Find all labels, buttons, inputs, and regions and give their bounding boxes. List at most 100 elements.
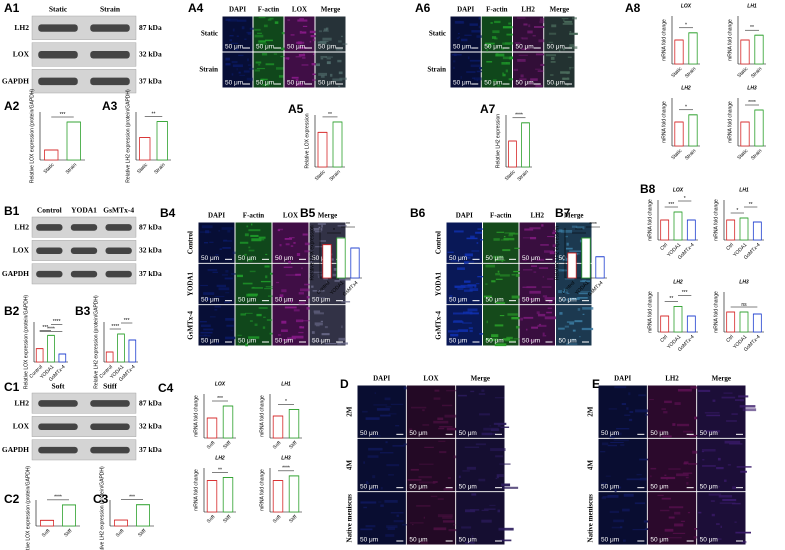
texture bbox=[484, 508, 496, 510]
texture bbox=[218, 287, 230, 291]
texture bbox=[469, 59, 481, 62]
texture bbox=[265, 275, 268, 279]
channel-label: Merge bbox=[318, 212, 337, 220]
texture bbox=[303, 53, 305, 55]
texture bbox=[225, 270, 229, 273]
texture bbox=[476, 242, 479, 245]
texture bbox=[254, 69, 260, 72]
bar bbox=[322, 244, 332, 279]
texture bbox=[467, 261, 475, 263]
texture bbox=[464, 285, 473, 289]
stain bbox=[519, 263, 555, 305]
texture bbox=[639, 458, 653, 461]
texture bbox=[433, 481, 438, 483]
texture bbox=[299, 288, 311, 292]
texture bbox=[525, 328, 528, 331]
texture bbox=[442, 404, 453, 407]
texture bbox=[511, 273, 516, 276]
texture bbox=[285, 57, 290, 60]
texture bbox=[491, 280, 496, 283]
texture bbox=[686, 481, 689, 485]
texture bbox=[326, 281, 328, 284]
texture bbox=[281, 329, 288, 332]
texture bbox=[613, 439, 629, 442]
texture bbox=[483, 295, 492, 298]
scale-bar-label: 50 μm bbox=[522, 255, 540, 262]
texture bbox=[320, 320, 323, 322]
row-label: Static bbox=[201, 30, 218, 38]
texture bbox=[579, 336, 581, 338]
y-axis-label: Relative LH2 expression (protein/GAPDH) bbox=[99, 466, 105, 550]
texture bbox=[238, 54, 244, 57]
texture bbox=[621, 403, 627, 406]
texture bbox=[628, 418, 633, 422]
texture bbox=[419, 463, 434, 465]
blot-kda: 87 kDa bbox=[139, 222, 162, 231]
texture bbox=[237, 334, 242, 336]
texture bbox=[238, 343, 240, 346]
micrograph bbox=[450, 52, 481, 88]
texture bbox=[473, 77, 484, 81]
stain bbox=[272, 263, 309, 305]
texture bbox=[302, 25, 308, 27]
texture bbox=[537, 324, 547, 327]
texture bbox=[461, 526, 472, 529]
texture bbox=[258, 63, 261, 66]
x-tick-label: Soft bbox=[206, 440, 217, 451]
channel-label: DAPI bbox=[614, 375, 631, 383]
blot-kda: 87 kDa bbox=[139, 23, 162, 32]
x-tick-label: Static bbox=[43, 162, 56, 175]
texture bbox=[372, 475, 376, 479]
stain bbox=[284, 52, 315, 88]
texture bbox=[511, 295, 521, 299]
panel-label: B2 bbox=[4, 304, 20, 318]
texture bbox=[341, 35, 343, 38]
texture bbox=[601, 442, 609, 446]
texture bbox=[212, 271, 219, 273]
texture bbox=[284, 306, 297, 309]
texture bbox=[281, 320, 287, 324]
texture bbox=[200, 231, 212, 233]
bar bbox=[740, 121, 750, 147]
texture bbox=[541, 286, 552, 288]
texture bbox=[247, 58, 249, 62]
texture bbox=[245, 343, 248, 347]
texture bbox=[249, 27, 255, 30]
texture bbox=[324, 343, 337, 345]
micrograph bbox=[544, 52, 575, 88]
texture bbox=[247, 32, 251, 35]
x-tick-label: Stiff bbox=[222, 440, 233, 451]
texture bbox=[669, 506, 684, 509]
texture bbox=[373, 404, 388, 406]
texture bbox=[256, 313, 262, 317]
texture bbox=[203, 328, 214, 331]
chart-title: LH2 bbox=[673, 279, 683, 285]
texture bbox=[706, 414, 721, 417]
stain bbox=[647, 385, 697, 438]
x-tick-label: Ctrl bbox=[725, 242, 735, 252]
texture bbox=[638, 394, 646, 397]
texture bbox=[249, 320, 253, 322]
texture bbox=[430, 495, 438, 497]
texture bbox=[494, 37, 498, 40]
texture bbox=[528, 24, 531, 28]
texture bbox=[704, 430, 721, 433]
texture bbox=[509, 232, 519, 235]
scale-bar-label: 50 μm bbox=[238, 296, 256, 303]
blot-band bbox=[90, 446, 130, 454]
y-axis-label: mRNA fold change bbox=[713, 291, 719, 333]
texture bbox=[527, 30, 533, 34]
texture bbox=[302, 233, 308, 236]
stain bbox=[357, 492, 406, 545]
stain bbox=[406, 438, 456, 492]
texture bbox=[614, 488, 617, 492]
stain bbox=[222, 52, 253, 88]
stain bbox=[446, 305, 482, 346]
blot-band bbox=[38, 51, 78, 59]
stain bbox=[456, 385, 505, 438]
stain bbox=[198, 222, 235, 263]
texture bbox=[450, 260, 460, 262]
texture bbox=[613, 519, 625, 523]
micrograph bbox=[556, 305, 592, 346]
texture bbox=[450, 333, 459, 337]
